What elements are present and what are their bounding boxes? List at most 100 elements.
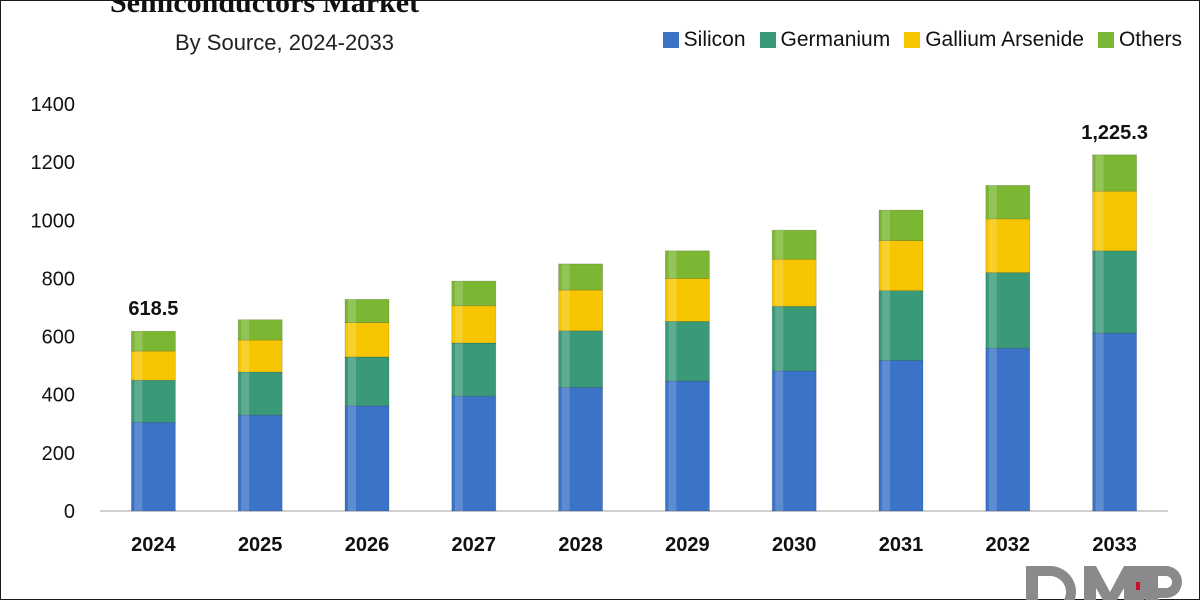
bar-highlight: [454, 281, 463, 306]
y-tick-label: 200: [42, 443, 75, 465]
bar-highlight: [775, 230, 784, 260]
x-tick-label-2031: 2031: [879, 534, 924, 556]
bar-gallium-arsenide-2026: [344, 322, 390, 358]
bar-highlight: [241, 319, 250, 341]
bar-silicon-2030: [771, 370, 817, 512]
bar-highlight: [348, 322, 356, 357]
legend-swatch-others: [1097, 32, 1114, 48]
bar-gallium-arsenide-2029: [665, 278, 710, 322]
bar-gallium-arsenide-2031: [878, 240, 924, 292]
bar-highlight: [561, 330, 570, 388]
bar-gallium-arsenide-2024: [130, 350, 176, 381]
total-label-2033: 1,225.3: [1081, 122, 1148, 144]
legend-label-gallium-arsenide: Gallium Arsenide: [925, 28, 1084, 51]
y-tick-label: 600: [42, 327, 75, 349]
legend-item-others: Others: [1097, 28, 1182, 52]
bar-highlight: [882, 210, 890, 241]
bar-others-2026: [344, 298, 390, 324]
legend-swatch-silicon: [662, 32, 679, 48]
bar-highlight: [1095, 154, 1104, 192]
y-tick-label: 0: [64, 501, 75, 523]
bar-highlight: [348, 356, 356, 406]
bar-silicon-2033: [1092, 332, 1137, 512]
legend-label-silicon: Silicon: [683, 28, 746, 51]
bar-others-2029: [665, 250, 710, 279]
chart-subtitle: By Source, 2024-2033: [175, 30, 394, 55]
bar-silicon-2031: [878, 360, 924, 512]
bar-silicon-2027: [451, 395, 497, 512]
y-tick-label: 1000: [31, 210, 76, 232]
y-tick-label: 800: [42, 268, 75, 290]
bar-silicon-2028: [558, 387, 603, 512]
bar-germanium-2031: [878, 290, 924, 361]
bar-germanium-2030: [771, 305, 817, 372]
bar-highlight: [668, 321, 677, 382]
bar-gallium-arsenide-2032: [985, 218, 1031, 274]
bar-highlight: [134, 351, 143, 381]
bar-highlight: [348, 299, 356, 323]
x-tick-label-2032: 2032: [986, 534, 1031, 556]
bar-highlight: [668, 278, 677, 322]
bar-highlight: [241, 340, 250, 373]
bar-highlight: [775, 259, 784, 307]
bar-highlight: [1095, 250, 1104, 334]
bar-highlight: [241, 415, 250, 511]
bar-others-2032: [985, 184, 1031, 220]
legend-item-silicon: Silicon: [662, 28, 746, 52]
x-tick-label-2027: 2027: [452, 534, 497, 556]
bar-highlight: [454, 305, 463, 343]
bar-others-2025: [237, 319, 283, 341]
total-label-2024: 618.5: [128, 298, 178, 320]
bar-highlight: [882, 360, 890, 511]
bar-highlight: [775, 370, 784, 511]
bar-silicon-2024: [130, 421, 176, 512]
bar-highlight: [348, 405, 356, 511]
bar-highlight: [988, 348, 997, 511]
bar-germanium-2024: [130, 379, 176, 423]
bar-highlight: [454, 396, 463, 511]
chart-title: Semiconductors Market: [110, 0, 420, 19]
bar-highlight: [988, 185, 997, 219]
bar-highlight: [241, 372, 250, 416]
bar-gallium-arsenide-2027: [451, 305, 497, 344]
x-tick-label-2028: 2028: [558, 534, 603, 556]
bar-highlight: [775, 306, 784, 371]
dmr-logo: [1018, 562, 1188, 600]
bar-germanium-2027: [451, 342, 497, 397]
bar-highlight: [1095, 333, 1104, 511]
x-tick-label-2025: 2025: [238, 534, 283, 556]
y-tick-label: 400: [42, 385, 75, 407]
bar-highlight: [454, 342, 463, 397]
bar-highlight: [561, 290, 570, 331]
bar-highlight: [561, 263, 570, 291]
bar-germanium-2029: [665, 321, 710, 382]
bar-gallium-arsenide-2030: [771, 258, 817, 307]
bar-others-2030: [771, 229, 817, 260]
legend-item-gallium-arsenide: Gallium Arsenide: [904, 28, 1084, 52]
bar-gallium-arsenide-2025: [237, 339, 283, 373]
bar-highlight: [988, 218, 997, 273]
bar-highlight: [134, 422, 143, 511]
legend-item-germanium: Germanium: [759, 28, 890, 52]
bar-silicon-2029: [665, 380, 710, 512]
bar-silicon-2032: [985, 347, 1031, 512]
bar-others-2027: [451, 280, 497, 307]
bar-germanium-2033: [1092, 250, 1137, 334]
x-tick-label-2029: 2029: [665, 534, 710, 556]
bar-highlight: [1095, 191, 1104, 251]
legend-label-others: Others: [1118, 28, 1182, 51]
bar-germanium-2026: [344, 356, 390, 407]
bar-others-2024: [130, 330, 176, 352]
bar-others-2033: [1092, 154, 1137, 192]
x-tick-label-2026: 2026: [345, 534, 390, 556]
legend-swatch-germanium: [759, 32, 776, 48]
x-tick-label-2033: 2033: [1092, 534, 1137, 556]
bar-highlight: [134, 331, 143, 352]
bar-highlight: [134, 380, 143, 423]
bar-germanium-2028: [558, 330, 603, 388]
x-tick-label-2030: 2030: [772, 534, 817, 556]
bar-germanium-2025: [237, 371, 283, 416]
bar-highlight: [882, 290, 890, 361]
bar-highlight: [988, 272, 997, 349]
